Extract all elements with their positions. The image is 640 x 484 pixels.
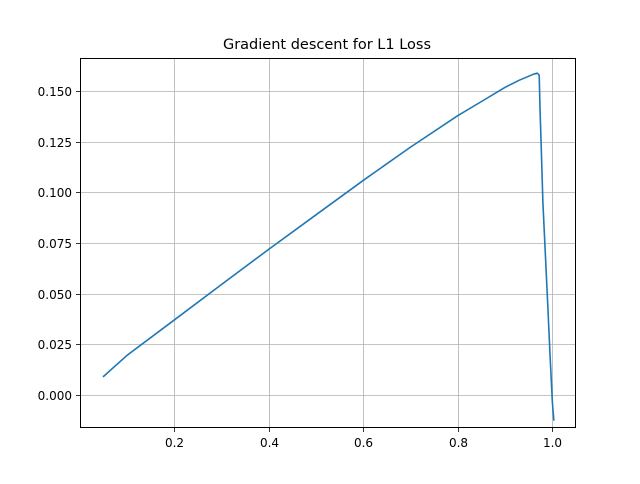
y-tick-label: 0.000 xyxy=(38,389,72,403)
ticks: 0.2 0.4 0.6 0.8 1.0 0.000 0.025 0.050 0.075 0.100… xyxy=(38,85,562,450)
y-tick-label: 0.125 xyxy=(38,136,72,150)
y-tick-label: 0.075 xyxy=(38,237,72,251)
x-tick-label: 0.2 xyxy=(165,436,184,450)
series-layer xyxy=(102,72,555,421)
grid xyxy=(80,58,576,428)
y-tick-label: 0.050 xyxy=(38,288,72,302)
chart-title: Gradient descent for L1 Loss xyxy=(223,37,431,53)
y-tick-label: 0.100 xyxy=(38,186,72,200)
x-tick-label: 1.0 xyxy=(543,436,562,450)
y-tick-label: 0.025 xyxy=(38,338,72,352)
x-tick-label: 0.4 xyxy=(260,436,279,450)
plot-frame xyxy=(80,58,576,428)
y-tick-label: 0.150 xyxy=(38,85,72,99)
series-line xyxy=(102,72,555,421)
x-tick-label: 0.8 xyxy=(449,436,468,450)
x-tick-label: 0.6 xyxy=(354,436,373,450)
